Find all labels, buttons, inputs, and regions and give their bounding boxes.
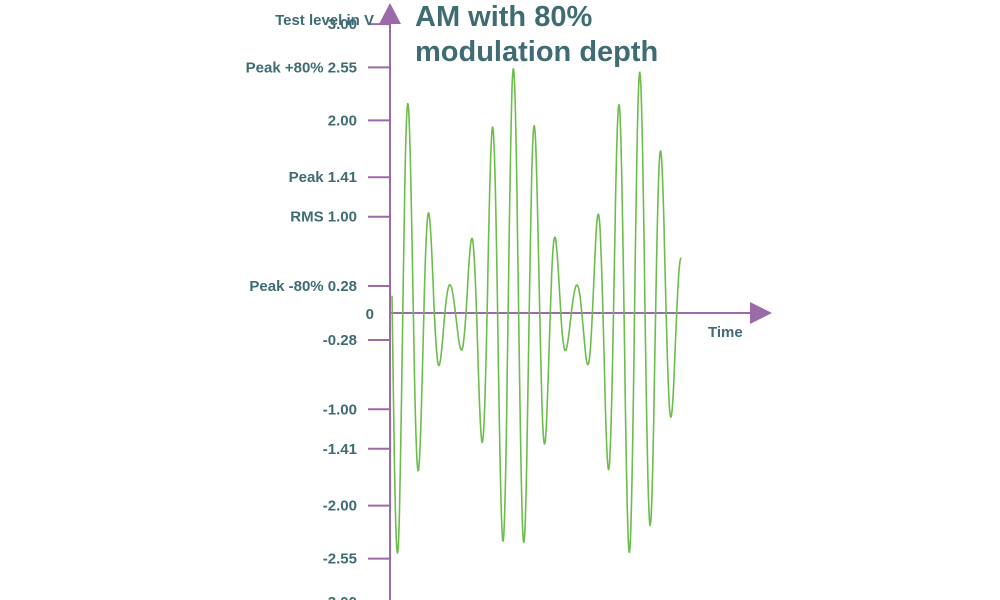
y-ticks: 3.00 Peak +80% 2.55 2.00 Peak 1.41 RMS 1.00 P… bbox=[246, 16, 390, 600]
y-tick-label: Peak 1.41 bbox=[289, 169, 357, 186]
y-tick-label: -3.00 bbox=[323, 594, 357, 600]
y-tick-label: Peak -80% 0.28 bbox=[249, 278, 357, 295]
y-axis-label: Test level in V bbox=[275, 12, 374, 29]
signal-line bbox=[391, 68, 682, 554]
y-tick-label: 3.00 bbox=[328, 16, 357, 33]
x-axis-arrow-icon bbox=[750, 302, 772, 324]
y-axis-arrow-icon bbox=[379, 3, 401, 24]
axes bbox=[379, 3, 772, 600]
chart-title-line-1: AM with 80% bbox=[415, 1, 592, 33]
y-tick-label: 2.00 bbox=[328, 112, 357, 129]
y-tick-label: -2.00 bbox=[323, 498, 357, 515]
y-tick-label: -2.55 bbox=[323, 551, 357, 568]
y-tick-label: Peak +80% 2.55 bbox=[246, 59, 357, 76]
x-axis-label: Time bbox=[708, 324, 743, 341]
y-tick-label: -1.41 bbox=[323, 441, 357, 458]
zero-label: 0 bbox=[366, 306, 374, 323]
y-tick-label: -1.00 bbox=[323, 401, 357, 418]
y-tick-label: -0.28 bbox=[323, 332, 357, 349]
chart-title-line-2: modulation depth bbox=[415, 36, 658, 68]
signal-series bbox=[391, 68, 682, 554]
y-tick-label: RMS 1.00 bbox=[290, 209, 357, 226]
